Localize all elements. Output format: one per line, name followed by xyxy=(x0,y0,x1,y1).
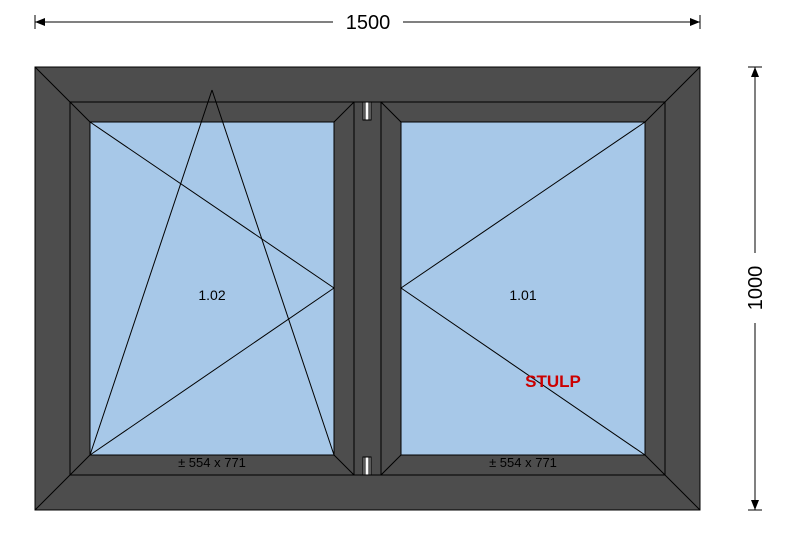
dim-top-arrow-right xyxy=(690,18,700,26)
dim-right-arrow-bottom xyxy=(751,500,759,510)
sash-left: 1.02 ± 554 x 771 xyxy=(70,90,354,475)
sash-right-stulp-label: STULP xyxy=(525,372,581,391)
sash-right-size-label: ± 554 x 771 xyxy=(489,455,557,470)
sash-left-id-label: 1.02 xyxy=(198,287,225,303)
dim-top-label: 1500 xyxy=(346,12,391,34)
mullion xyxy=(354,102,381,475)
dimension-right: 1000 xyxy=(745,67,767,510)
dim-right-label: 1000 xyxy=(745,266,767,311)
mullion-hw-bottom-inner xyxy=(365,457,369,475)
sash-right-id-label: 1.01 xyxy=(509,287,536,303)
dim-top-arrow-left xyxy=(35,18,45,26)
dim-right-arrow-top xyxy=(751,67,759,77)
sash-right: 1.01 ± 554 x 771 STULP xyxy=(381,102,665,475)
mullion-hw-top-inner xyxy=(365,102,369,120)
sash-left-size-label: ± 554 x 771 xyxy=(178,455,246,470)
dimension-top: 1500 xyxy=(35,12,700,34)
